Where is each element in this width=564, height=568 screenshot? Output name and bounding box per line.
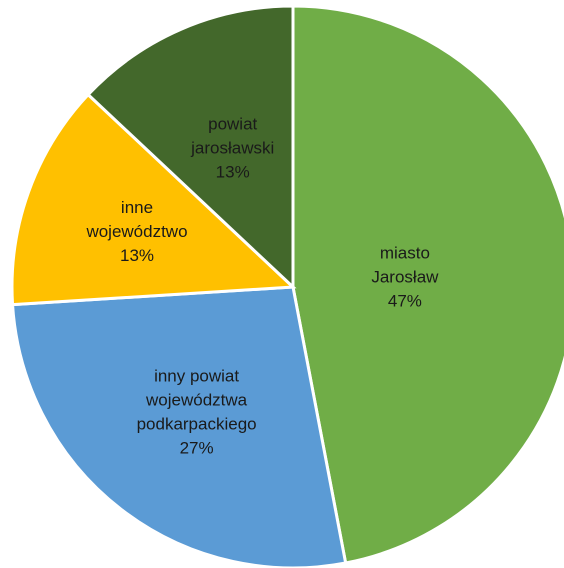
slice-category-label: inny powiat [154,366,239,385]
slice-category-label: województwo [85,222,187,241]
pie-slice-3 [86,4,295,291]
pie-slices [10,4,564,568]
slice-category-label: województwa [145,390,248,409]
pie-slice-label-3: powiat jarosławski 13% [190,115,274,182]
pie-slice-2 [10,92,297,307]
pie-slice-0 [291,4,564,565]
slice-percent-label: 47% [388,291,422,310]
slice-percent-label: 13% [216,163,250,182]
pie-slice-label-1: inny powiat województwa podkarpackiego 27% [137,366,257,457]
slice-category-label: podkarpackiego [137,414,257,433]
slice-percent-label: 13% [120,246,154,265]
pie-labels: miasto Jarosław 47% inny powiat województwa p… [85,115,439,458]
slice-category-label: jarosławski [190,139,274,158]
slice-category-label: powiat [208,115,257,134]
slice-category-label: Jarosław [371,267,439,286]
slice-category-label: inne [121,198,153,217]
pie-slice-label-2: inne województwo 13% [85,198,187,265]
slice-category-label: miasto [380,243,430,262]
pie-slice-label-0: miasto Jarosław 47% [371,243,439,310]
slice-percent-label: 27% [180,438,214,457]
